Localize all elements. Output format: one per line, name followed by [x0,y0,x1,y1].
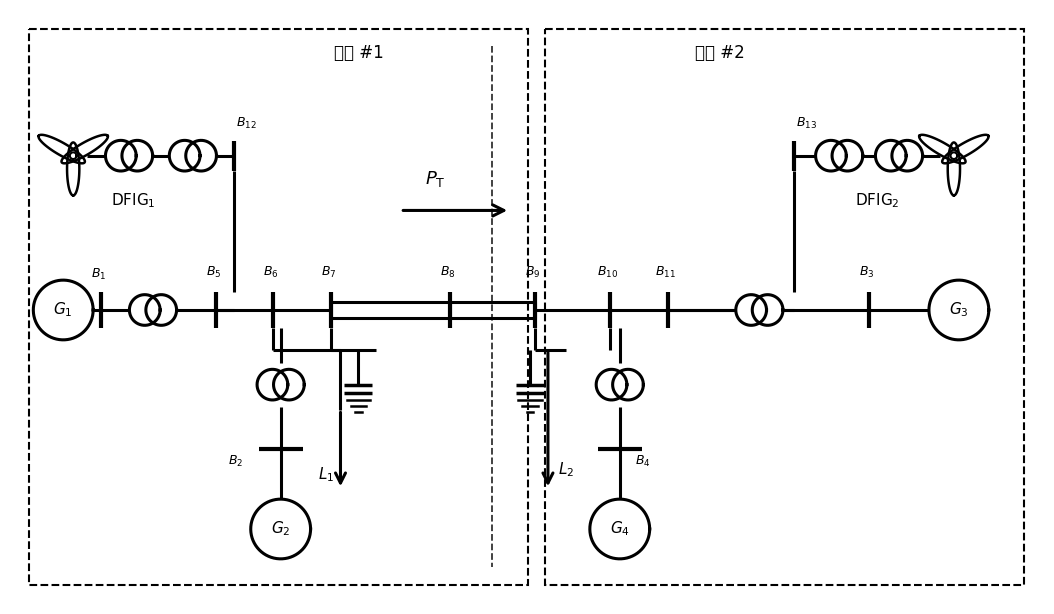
Polygon shape [951,152,957,159]
Polygon shape [251,499,311,559]
Text: $B_{12}$: $B_{12}$ [236,115,256,131]
Polygon shape [61,135,108,163]
Polygon shape [929,280,989,340]
Polygon shape [948,142,960,195]
Polygon shape [919,135,965,163]
Text: $P_{\mathrm{T}}$: $P_{\mathrm{T}}$ [425,168,446,188]
Text: $G_{2}$: $G_{2}$ [271,519,291,538]
Text: $G_{1}$: $G_{1}$ [54,301,73,319]
Polygon shape [274,369,305,400]
Polygon shape [612,369,643,400]
Polygon shape [34,280,93,340]
Text: $B_7$: $B_7$ [320,265,336,280]
Text: $B_5$: $B_5$ [207,265,221,280]
Text: $B_3$: $B_3$ [859,265,875,280]
Text: $B_9$: $B_9$ [525,265,541,280]
Polygon shape [942,135,989,163]
Polygon shape [122,141,153,171]
Text: $B_2$: $B_2$ [228,454,243,470]
Text: $B_{11}$: $B_{11}$ [656,265,676,280]
Polygon shape [145,295,177,325]
Text: $L_2$: $L_2$ [558,460,574,478]
Polygon shape [876,141,906,171]
Text: 区域 #2: 区域 #2 [695,44,744,62]
Polygon shape [597,369,627,400]
Polygon shape [70,152,77,159]
Polygon shape [105,141,136,171]
Text: $G_{3}$: $G_{3}$ [949,301,969,319]
Polygon shape [736,295,766,325]
Polygon shape [590,499,649,559]
Polygon shape [816,141,846,171]
Polygon shape [170,141,200,171]
Polygon shape [832,141,863,171]
Text: $\mathrm{DFIG}_1$: $\mathrm{DFIG}_1$ [111,191,155,210]
Polygon shape [67,142,79,195]
Text: $B_6$: $B_6$ [262,265,278,280]
Polygon shape [39,135,85,163]
Polygon shape [892,141,922,171]
Text: $\mathrm{DFIG}_2$: $\mathrm{DFIG}_2$ [855,191,899,210]
Text: $B_{13}$: $B_{13}$ [796,115,817,131]
Text: 区域 #1: 区域 #1 [333,44,384,62]
Polygon shape [130,295,160,325]
Polygon shape [753,295,783,325]
Text: $B_8$: $B_8$ [441,265,456,280]
Text: $B_1$: $B_1$ [92,267,106,282]
Text: $B_4$: $B_4$ [635,454,650,470]
Polygon shape [186,141,216,171]
Text: $G_{4}$: $G_{4}$ [610,519,629,538]
Polygon shape [257,369,288,400]
Text: $L_1$: $L_1$ [318,465,334,484]
Text: $B_{10}$: $B_{10}$ [598,265,619,280]
